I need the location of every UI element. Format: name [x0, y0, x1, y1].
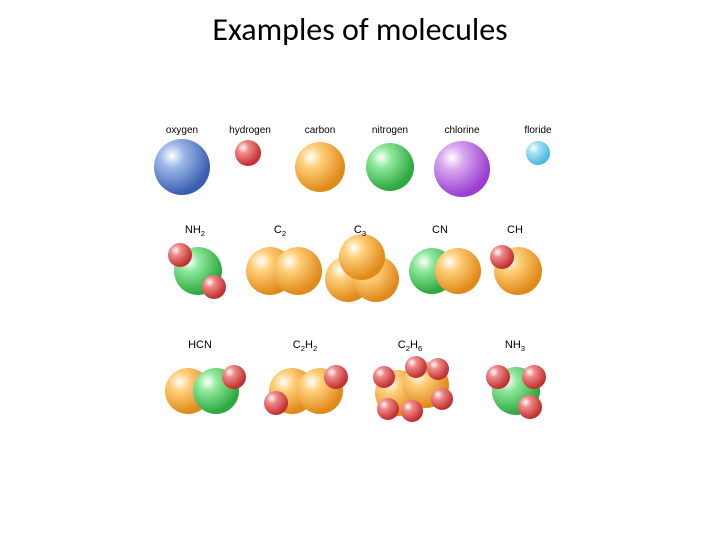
- hydrogen-atom: [522, 365, 546, 389]
- hydrogen-atom: [235, 140, 261, 166]
- hydrogen-atom: [202, 275, 226, 299]
- hydrogen-atom: [168, 243, 192, 267]
- label: HCN: [188, 339, 212, 351]
- oxygen-atom: [154, 139, 210, 195]
- hydrogen-atom: [518, 395, 542, 419]
- chlorine-atom: [434, 141, 490, 197]
- label: hydrogen: [229, 125, 271, 136]
- molecule-diagram: oxygen hydrogen carbon nitrogen chlorine flor…: [0, 49, 720, 529]
- hydrogen-atom: [324, 365, 348, 389]
- carbon-atom: [339, 234, 385, 280]
- hydrogen-atom: [490, 245, 514, 269]
- label: floride: [524, 125, 551, 136]
- label: C2: [274, 224, 286, 238]
- hydrogen-atom: [431, 388, 453, 410]
- label: oxygen: [166, 125, 198, 136]
- hydrogen-atom: [427, 358, 449, 380]
- label: NH3: [505, 339, 525, 353]
- label: chlorine: [444, 125, 479, 136]
- hydrogen-atom: [401, 400, 423, 422]
- label: nitrogen: [372, 125, 408, 136]
- label: carbon: [305, 125, 336, 136]
- carbon-atom: [435, 248, 481, 294]
- label: CN: [432, 224, 448, 236]
- label: C2H2: [293, 339, 317, 353]
- hydrogen-atom: [373, 366, 395, 388]
- label: CH: [507, 224, 523, 236]
- label: C3: [354, 224, 366, 238]
- hydrogen-atom: [264, 391, 288, 415]
- label: NH2: [185, 224, 205, 238]
- carbon-atom: [274, 247, 322, 295]
- carbon-atom: [295, 142, 345, 192]
- page-title: Examples of molecules: [0, 10, 720, 49]
- nitrogen-atom: [366, 143, 414, 191]
- floride-atom: [526, 141, 550, 165]
- hydrogen-atom: [405, 356, 427, 378]
- hydrogen-atom: [377, 398, 399, 420]
- label: C2H6: [398, 339, 422, 353]
- hydrogen-atom: [222, 365, 246, 389]
- hydrogen-atom: [486, 365, 510, 389]
